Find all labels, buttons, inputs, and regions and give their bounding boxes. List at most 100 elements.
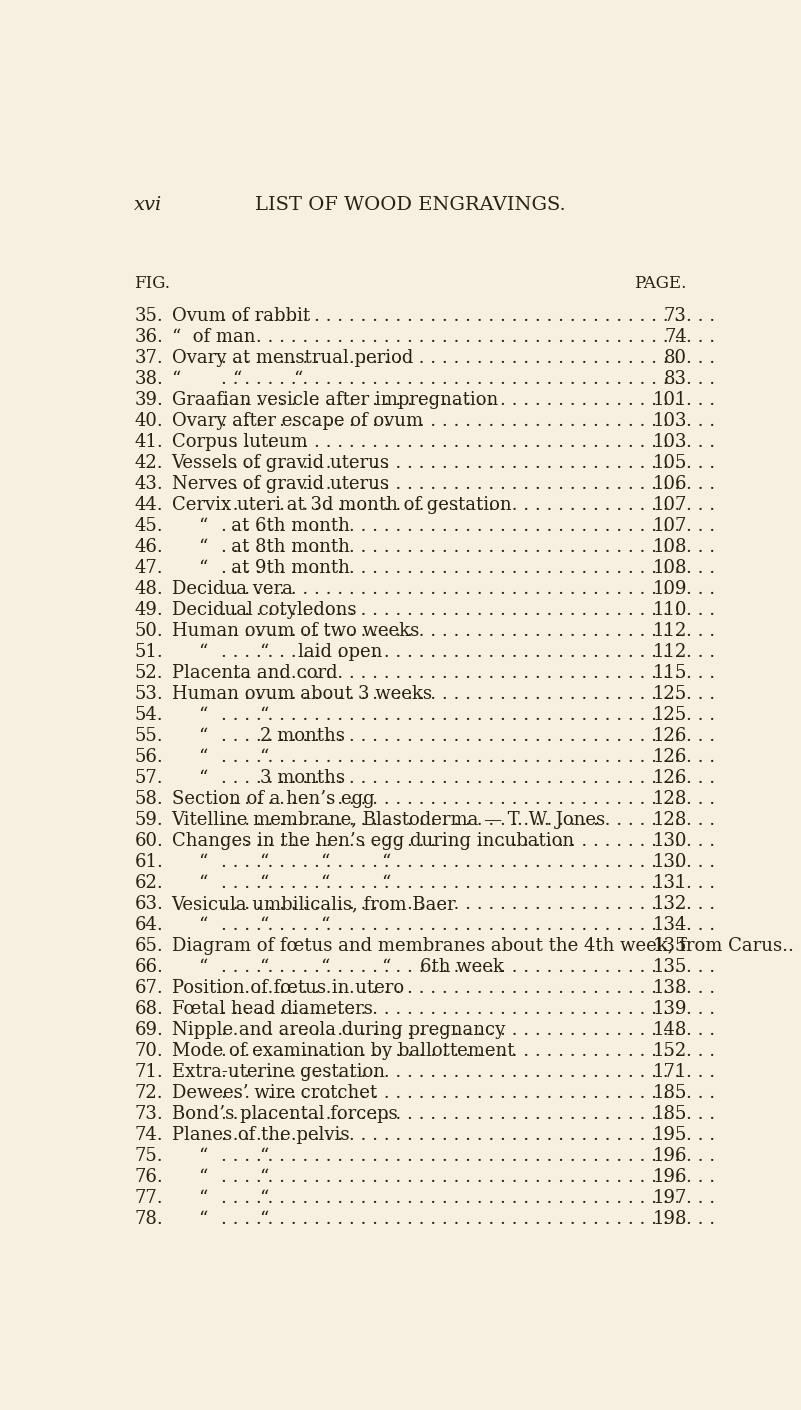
Text: Vessels of gravid uterus: Vessels of gravid uterus [171, 454, 389, 472]
Text: 103: 103 [652, 412, 686, 430]
Text: 131: 131 [652, 874, 686, 893]
Text: 47.: 47. [135, 558, 163, 577]
Text: “         “: “ “ [199, 1146, 270, 1165]
Text: 185: 185 [652, 1084, 686, 1103]
Text: 63.: 63. [135, 895, 163, 914]
Text: 66.: 66. [135, 957, 163, 976]
Text: 74: 74 [664, 329, 686, 345]
Text: 128: 128 [652, 811, 686, 829]
Text: 49.: 49. [135, 601, 163, 619]
Text: 42.: 42. [135, 454, 163, 472]
Text: 64.: 64. [135, 916, 163, 933]
Text: 77.: 77. [135, 1189, 163, 1207]
Text: 53.: 53. [135, 685, 163, 704]
Text: . . . . . . . . . . . . . . . . . . . . . . . . . . . . . . . . . . . . . . . . : . . . . . . . . . . . . . . . . . . . . … [221, 1084, 801, 1103]
Text: “  of man: “ of man [171, 329, 255, 345]
Text: . . . . . . . . . . . . . . . . . . . . . . . . . . . . . . . . . . . . . . . . : . . . . . . . . . . . . . . . . . . . . … [221, 1063, 801, 1081]
Text: LIST OF WOOD ENGRAVINGS.: LIST OF WOOD ENGRAVINGS. [256, 196, 566, 214]
Text: . . . . . . . . . . . . . . . . . . . . . . . . . . . . . . . . . . . . . . . . : . . . . . . . . . . . . . . . . . . . . … [221, 685, 801, 704]
Text: “         “         “: “ “ “ [171, 369, 303, 388]
Text: . . . . . . . . . . . . . . . . . . . . . . . . . . . . . . . . . . . . . . . . : . . . . . . . . . . . . . . . . . . . . … [221, 391, 801, 409]
Text: 51.: 51. [135, 643, 163, 661]
Text: 78.: 78. [135, 1210, 163, 1228]
Text: 73: 73 [664, 307, 686, 326]
Text: PAGE.: PAGE. [634, 275, 686, 292]
Text: “         2 months: “ 2 months [199, 728, 345, 744]
Text: 58.: 58. [135, 790, 163, 808]
Text: 52.: 52. [135, 664, 163, 682]
Text: 152: 152 [653, 1042, 686, 1060]
Text: 115: 115 [652, 664, 686, 682]
Text: 76.: 76. [135, 1167, 163, 1186]
Text: “    at 8th month: “ at 8th month [199, 539, 350, 556]
Text: . . . . . . . . . . . . . . . . . . . . . . . . . . . . . . . . . . . . . . . . : . . . . . . . . . . . . . . . . . . . . … [221, 957, 801, 976]
Text: . . . . . . . . . . . . . . . . . . . . . . . . . . . . . . . . . . . . . . . . : . . . . . . . . . . . . . . . . . . . . … [221, 1167, 801, 1186]
Text: 126: 126 [652, 749, 686, 766]
Text: 126: 126 [652, 728, 686, 744]
Text: Human ovum of two weeks: Human ovum of two weeks [171, 622, 419, 640]
Text: 106: 106 [652, 475, 686, 493]
Text: 112: 112 [652, 622, 686, 640]
Text: . . . . . . . . . . . . . . . . . . . . . . . . . . . . . . . . . . . . . . . . : . . . . . . . . . . . . . . . . . . . . … [221, 1042, 801, 1060]
Text: 37.: 37. [135, 350, 163, 367]
Text: “         “: “ “ [199, 706, 270, 725]
Text: Ovum of rabbit: Ovum of rabbit [171, 307, 310, 326]
Text: . . . . . . . . . . . . . . . . . . . . . . . . . . . . . . . . . . . . . . . . : . . . . . . . . . . . . . . . . . . . . … [221, 749, 801, 766]
Text: . . . . . . . . . . . . . . . . . . . . . . . . . . . . . . . . . . . . . . . . : . . . . . . . . . . . . . . . . . . . . … [221, 1021, 801, 1039]
Text: 107: 107 [652, 496, 686, 515]
Text: 134: 134 [652, 916, 686, 933]
Text: Planes of the pelvis: Planes of the pelvis [171, 1127, 349, 1144]
Text: . . . . . . . . . . . . . . . . . . . . . . . . . . . . . . . . . . . . . . . . : . . . . . . . . . . . . . . . . . . . . … [221, 895, 801, 914]
Text: . . . . . . . . . . . . . . . . . . . . . . . . . . . . . . . . . . . . . . . . : . . . . . . . . . . . . . . . . . . . . … [221, 664, 801, 682]
Text: 195: 195 [652, 1127, 686, 1144]
Text: . . . . . . . . . . . . . . . . . . . . . . . . . . . . . . . . . . . . . . . . : . . . . . . . . . . . . . . . . . . . . … [221, 475, 801, 493]
Text: . . . . . . . . . . . . . . . . . . . . . . . . . . . . . . . . . . . . . . . . : . . . . . . . . . . . . . . . . . . . . … [221, 1189, 801, 1207]
Text: 48.: 48. [135, 580, 163, 598]
Text: 108: 108 [652, 558, 686, 577]
Text: Mode of examination by ballottement: Mode of examination by ballottement [171, 1042, 514, 1060]
Text: . . . . . . . . . . . . . . . . . . . . . . . . . . . . . . . . . . . . . . . . : . . . . . . . . . . . . . . . . . . . . … [221, 790, 801, 808]
Text: Section of a hen’s egg: Section of a hen’s egg [171, 790, 374, 808]
Text: . . . . . . . . . . . . . . . . . . . . . . . . . . . . . . . . . . . . . . . . : . . . . . . . . . . . . . . . . . . . . … [221, 517, 801, 534]
Text: . . . . . . . . . . . . . . . . . . . . . . . . . . . . . . . . . . . . . . . . : . . . . . . . . . . . . . . . . . . . . … [221, 728, 801, 744]
Text: 197: 197 [652, 1189, 686, 1207]
Text: “         “         “         “: “ “ “ “ [199, 853, 392, 871]
Text: 105: 105 [652, 454, 686, 472]
Text: Decidua vera: Decidua vera [171, 580, 292, 598]
Text: 57.: 57. [135, 768, 163, 787]
Text: FIG.: FIG. [135, 275, 171, 292]
Text: 196: 196 [652, 1167, 686, 1186]
Text: Human ovum about 3 weeks: Human ovum about 3 weeks [171, 685, 432, 704]
Text: Ovary after escape of ovum: Ovary after escape of ovum [171, 412, 423, 430]
Text: . . . . . . . . . . . . . . . . . . . . . . . . . . . . . . . . . . . . . . . . : . . . . . . . . . . . . . . . . . . . . … [221, 832, 801, 850]
Text: 101: 101 [652, 391, 686, 409]
Text: 59.: 59. [135, 811, 163, 829]
Text: Fœtal head diameters: Fœtal head diameters [171, 1000, 372, 1018]
Text: . . . . . . . . . . . . . . . . . . . . . . . . . . . . . . . . . . . . . . . . : . . . . . . . . . . . . . . . . . . . . … [221, 622, 801, 640]
Text: Changes in the hen’s egg during incubation: Changes in the hen’s egg during incubati… [171, 832, 574, 850]
Text: 139: 139 [652, 1000, 686, 1018]
Text: “         “: “ “ [199, 1189, 270, 1207]
Text: Graafian vesicle after impregnation: Graafian vesicle after impregnation [171, 391, 497, 409]
Text: Nipple and areola during pregnancy: Nipple and areola during pregnancy [171, 1021, 505, 1039]
Text: . . . . . . . . . . . . . . . . . . . . . . . . . . . . . . . . . . . . . . . . : . . . . . . . . . . . . . . . . . . . . … [221, 706, 801, 725]
Text: Nerves of gravid uterus: Nerves of gravid uterus [171, 475, 388, 493]
Text: 125: 125 [653, 706, 686, 725]
Text: . . . . . . . . . . . . . . . . . . . . . . . . . . . . . . . . . . . . . . . . : . . . . . . . . . . . . . . . . . . . . … [221, 433, 801, 451]
Text: 70.: 70. [135, 1042, 163, 1060]
Text: 72.: 72. [135, 1084, 163, 1103]
Text: . . . . . . . . . . . . . . . . . . . . . . . . . . . . . . . . . . . . . . . . : . . . . . . . . . . . . . . . . . . . . … [221, 1105, 801, 1122]
Text: 43.: 43. [135, 475, 163, 493]
Text: Placenta and cord: Placenta and cord [171, 664, 337, 682]
Text: 83: 83 [664, 369, 686, 388]
Text: “         “     laid open: “ “ laid open [199, 643, 383, 661]
Text: . . . . . . . . . . . . . . . . . . . . . . . . . . . . . . . . . . . . . . . . : . . . . . . . . . . . . . . . . . . . . … [221, 558, 801, 577]
Text: . . . . . . . . . . . . . . . . . . . . . . . . . . . . . . . . . . . . . . . . : . . . . . . . . . . . . . . . . . . . . … [221, 454, 801, 472]
Text: “         “         “         “: “ “ “ “ [199, 874, 392, 893]
Text: . . . . . . . . . . . . . . . . . . . . . . . . . . . . . . . . . . . . . . . . : . . . . . . . . . . . . . . . . . . . . … [221, 350, 801, 367]
Text: 65.: 65. [135, 938, 163, 955]
Text: 46.: 46. [135, 539, 163, 556]
Text: 60.: 60. [135, 832, 163, 850]
Text: 128: 128 [652, 790, 686, 808]
Text: . . . . . . . . . . . . . . . . . . . . . . . . . . . . . . . . . . . . . . . . : . . . . . . . . . . . . . . . . . . . . … [221, 539, 801, 556]
